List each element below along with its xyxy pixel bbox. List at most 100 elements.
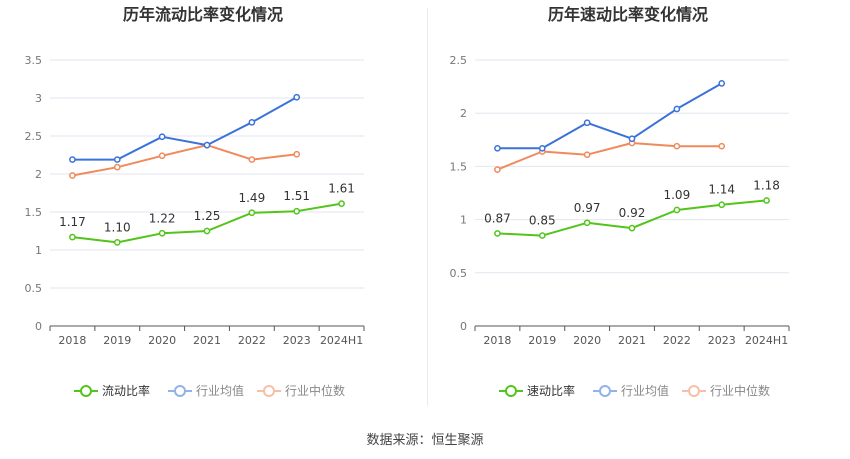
current-ratio-chart-svg: 历年流动比率变化情况 0 0.5 1 1.5 2 2.5 3 3.5 2018 2019 2020 20… xyxy=(25,5,365,398)
chart1-y-tick-label: 1 xyxy=(35,244,42,257)
chart2-series-point-1 xyxy=(673,105,681,113)
chart1-x-tick-label: 2020 xyxy=(148,334,176,347)
chart2-series-point-0 xyxy=(538,232,546,239)
chart1-series-point-1 xyxy=(158,133,166,141)
chart1-series-point-2 xyxy=(248,156,256,163)
chart2-series-point-1 xyxy=(494,144,501,152)
chart2-y-tick-label: 2 xyxy=(460,107,467,120)
chart2-series-point-0 xyxy=(673,206,681,214)
chart1-x-tick-label: 2021 xyxy=(193,334,221,347)
chart2-series-point-0 xyxy=(628,224,636,232)
chart1-data-label: 1.22 xyxy=(149,211,176,225)
chart2-series-point-2 xyxy=(583,151,591,159)
chart2-legend-label-1: 行业均值 xyxy=(621,383,669,398)
chart2-legend-label-2: 行业中位数 xyxy=(710,383,770,398)
chart1-series-point-1 xyxy=(69,156,76,163)
chart1-x-tick-label: 2022 xyxy=(238,334,266,347)
chart1-y-tick-label: 3 xyxy=(35,92,42,105)
chart2-y-tick-label: 0 xyxy=(460,320,467,333)
chart2-legend-marker-0 xyxy=(505,385,517,397)
chart1-x-tick-label: 2019 xyxy=(103,334,131,347)
quick-ratio-chart: 历年速动比率变化情况 0 0.5 1 1.5 2 2.5 2018 2019 2020 2021 20… xyxy=(425,0,850,420)
chart2-series-point-1 xyxy=(628,135,636,143)
chart1-x-tick-label: 2024H1 xyxy=(320,334,363,347)
chart1-legend-marker-1 xyxy=(174,385,186,397)
chart2-data-label: 1.18 xyxy=(753,178,780,192)
chart1-series-point-2 xyxy=(113,163,121,171)
data-source-note: 数据来源：恒生聚源 xyxy=(0,429,850,448)
chart1-series-line-1 xyxy=(72,96,298,161)
chart1-y-tick-label: 3.5 xyxy=(25,54,43,67)
chart2-y-tick-label: 1 xyxy=(460,214,467,227)
chart1-y-tick-label: 2 xyxy=(35,168,42,181)
chart1-data-label: 1.17 xyxy=(59,215,86,229)
chart2-x-tick-label: 2019 xyxy=(528,334,556,347)
chart1-title: 历年流动比率变化情况 xyxy=(123,5,283,24)
chart1-series-point-1 xyxy=(293,93,301,101)
chart2-legend-label-0: 速动比率 xyxy=(527,383,575,398)
chart2-series-line-1 xyxy=(497,82,723,150)
chart1-series-point-0 xyxy=(158,229,166,237)
chart1-series-point-0 xyxy=(338,200,345,207)
chart2-series-point-2 xyxy=(494,166,501,173)
chart1-series-point-0 xyxy=(69,233,76,241)
data-source-name: 恒生聚源 xyxy=(431,433,484,448)
chart2-x-tick-label: 2021 xyxy=(618,334,646,347)
chart2-title: 历年速动比率变化情况 xyxy=(548,5,708,24)
chart1-legend-marker-0 xyxy=(80,385,92,397)
chart-divider xyxy=(427,8,428,406)
chart1-series-point-2 xyxy=(158,152,166,160)
chart2-series-point-1 xyxy=(718,80,726,87)
chart2-series-point-2 xyxy=(718,142,726,150)
chart1-x-tick-label: 2018 xyxy=(58,334,86,347)
chart2-x-tick-label: 2024H1 xyxy=(745,334,788,347)
chart1-series-point-0 xyxy=(203,227,211,235)
chart1-y-tick-label: 0 xyxy=(35,320,42,333)
chart1-data-label: 1.10 xyxy=(104,220,131,234)
chart1-series-point-2 xyxy=(293,150,301,158)
chart2-data-label: 0.97 xyxy=(574,201,601,215)
chart2-x-tick-label: 2023 xyxy=(708,334,736,347)
chart2-data-label: 1.14 xyxy=(708,183,735,197)
quick-ratio-chart-svg: 历年速动比率变化情况 0 0.5 1 1.5 2 2.5 2018 2019 2020 2021 20… xyxy=(450,5,790,398)
chart2-data-label: 0.92 xyxy=(619,206,646,220)
chart2-legend-marker-2 xyxy=(688,385,700,397)
chart1-y-tick-label: 2.5 xyxy=(25,130,43,143)
chart1-series-line-2 xyxy=(72,144,297,177)
chart2-data-label: 1.09 xyxy=(663,188,690,202)
chart2-y-tick-label: 0.5 xyxy=(450,267,468,280)
chart2-y-tick-label: 1.5 xyxy=(450,160,468,173)
chart2-legend-marker-1 xyxy=(599,385,611,397)
chart1-y-tick-label: 1.5 xyxy=(25,206,43,219)
chart1-series-point-0 xyxy=(293,207,301,215)
chart1-data-label: 1.61 xyxy=(328,182,355,196)
chart1-data-label: 1.25 xyxy=(194,209,221,223)
chart2-x-tick-label: 2020 xyxy=(573,334,601,347)
chart1-series-point-1 xyxy=(113,156,121,163)
current-ratio-chart: 历年流动比率变化情况 0 0.5 1 1.5 2 2.5 3 3.5 2018 2019 2020 20… xyxy=(0,0,425,420)
chart2-series-point-0 xyxy=(583,219,591,227)
chart2-series-line-2 xyxy=(497,142,722,171)
chart1-legend-marker-2 xyxy=(263,385,275,397)
chart2-series-point-0 xyxy=(494,230,501,237)
chart1-legend-label-2: 行业中位数 xyxy=(285,383,345,398)
chart2-series-point-2 xyxy=(673,142,681,150)
chart2-x-tick-label: 2022 xyxy=(663,334,691,347)
chart1-series-point-0 xyxy=(248,209,256,217)
chart1-data-label: 1.51 xyxy=(283,189,310,203)
chart1-series-point-1 xyxy=(203,141,211,149)
chart2-data-label: 0.87 xyxy=(484,211,511,225)
chart1-series-point-2 xyxy=(69,172,76,179)
chart2-data-label: 0.85 xyxy=(529,214,556,228)
data-source-label: 数据来源： xyxy=(366,433,432,448)
chart2-series-point-1 xyxy=(583,119,591,127)
chart2-x-tick-label: 2018 xyxy=(483,334,511,347)
chart1-data-label: 1.49 xyxy=(238,191,265,205)
chart2-y-tick-label: 2.5 xyxy=(450,54,468,67)
chart1-y-tick-label: 0.5 xyxy=(25,282,43,295)
chart1-series-point-0 xyxy=(113,239,121,246)
chart1-x-tick-label: 2023 xyxy=(283,334,311,347)
chart1-legend-label-1: 行业均值 xyxy=(196,383,244,398)
chart2-series-point-0 xyxy=(763,197,770,204)
chart2-series-point-1 xyxy=(538,144,546,152)
